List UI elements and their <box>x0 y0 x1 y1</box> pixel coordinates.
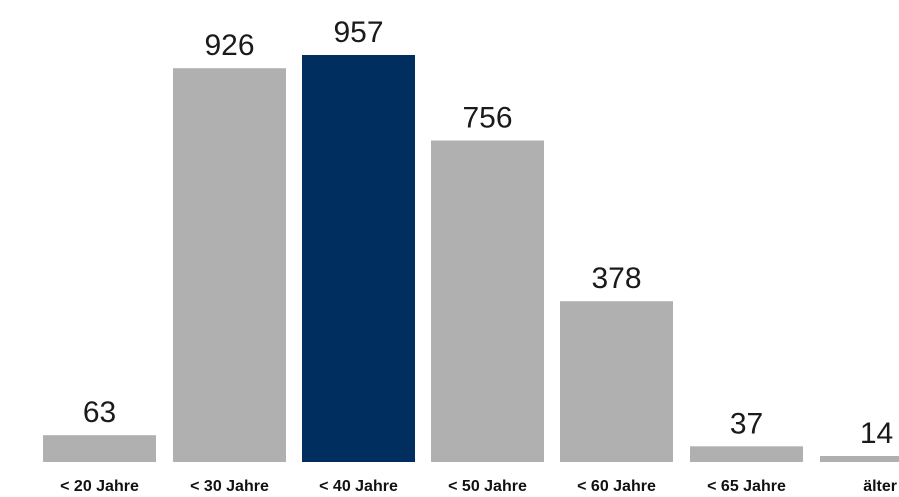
value-label-lter: 14 <box>860 417 893 450</box>
bar-40-jahre <box>302 55 415 462</box>
category-label-20-jahre: < 20 Jahre <box>60 478 139 495</box>
category-label-30-jahre: < 30 Jahre <box>190 478 269 495</box>
bar-50-jahre <box>431 140 544 462</box>
value-label-20-jahre: 63 <box>83 396 116 429</box>
value-label-40-jahre: 957 <box>333 16 383 49</box>
bar-30-jahre <box>173 68 286 462</box>
bar-lter <box>820 456 899 462</box>
category-label-65-jahre: < 65 Jahre <box>707 478 786 495</box>
bar-60-jahre <box>560 301 673 462</box>
category-label-lter: älter <box>863 478 897 495</box>
value-label-65-jahre: 37 <box>730 407 763 440</box>
bar-65-jahre <box>690 446 803 462</box>
bar-20-jahre <box>43 435 156 462</box>
value-label-50-jahre: 756 <box>462 102 512 135</box>
value-label-30-jahre: 926 <box>204 29 254 62</box>
value-label-60-jahre: 378 <box>591 262 641 295</box>
category-label-60-jahre: < 60 Jahre <box>577 478 656 495</box>
category-label-40-jahre: < 40 Jahre <box>319 478 398 495</box>
category-label-50-jahre: < 50 Jahre <box>448 478 527 495</box>
